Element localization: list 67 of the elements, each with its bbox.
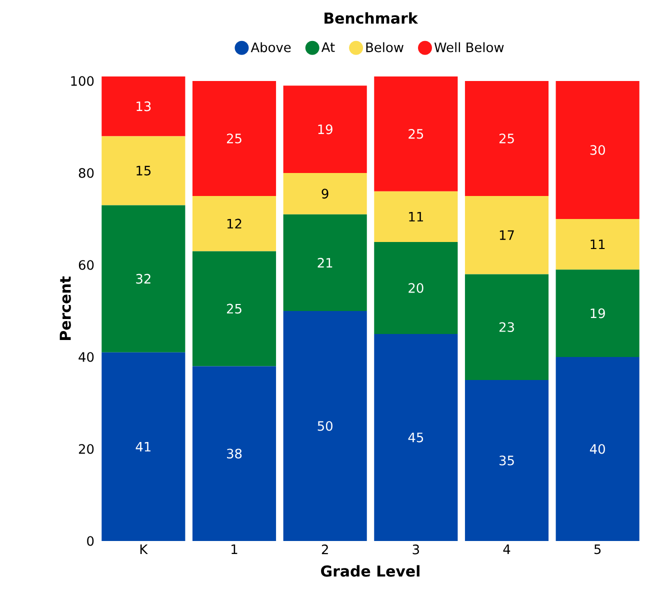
y-tick-label: 60 <box>78 260 94 270</box>
bar <box>464 380 549 541</box>
bar <box>464 196 549 274</box>
bar <box>464 274 549 380</box>
bar <box>283 214 367 311</box>
bar <box>192 366 276 541</box>
data-label: 19 <box>318 124 332 134</box>
bar <box>556 218 640 270</box>
data-label: 13 <box>136 101 151 112</box>
bar <box>283 86 367 173</box>
data-label: 45 <box>408 432 424 442</box>
y-tick-label: 0 <box>87 536 94 546</box>
data-label: 41 <box>136 442 150 452</box>
data-label: 12 <box>227 218 242 228</box>
bar <box>102 352 186 541</box>
data-label: 25 <box>226 304 242 314</box>
bar <box>283 310 367 541</box>
bar <box>192 251 276 366</box>
data-label: 23 <box>499 322 514 332</box>
bar <box>283 172 367 214</box>
legend-label: Below <box>366 42 404 52</box>
data-label: 38 <box>226 448 242 458</box>
bar <box>102 136 186 206</box>
x-axis-title: Grade Level <box>321 565 420 577</box>
legend-label: At <box>321 42 335 52</box>
x-tick-label: 1 <box>232 544 238 554</box>
data-label: 30 <box>590 145 605 155</box>
bar <box>556 80 640 219</box>
bar <box>102 76 186 136</box>
data-label: 40 <box>590 444 605 454</box>
y-axis-title: Percent <box>60 276 71 340</box>
data-label: 32 <box>136 274 150 284</box>
bar <box>374 191 458 242</box>
bar <box>556 357 640 541</box>
data-label: 9 <box>322 188 328 199</box>
data-label: 17 <box>500 230 514 240</box>
data-label: 20 <box>408 283 424 293</box>
y-tick-label: 40 <box>78 352 94 362</box>
data-label: 25 <box>499 134 514 144</box>
data-label: 19 <box>590 308 605 318</box>
data-label: 11 <box>590 240 605 250</box>
bar <box>464 80 549 196</box>
y-tick-label: 20 <box>78 444 94 454</box>
data-label: 15 <box>136 166 151 176</box>
data-label: 11 <box>409 212 423 222</box>
bar <box>192 196 276 252</box>
y-tick-label: 100 <box>71 76 94 86</box>
bar <box>374 242 458 334</box>
legend-label: Well Below <box>434 42 504 52</box>
data-label: 35 <box>500 456 514 466</box>
x-tick-label: K <box>140 544 148 554</box>
bar <box>102 205 186 352</box>
y-tick-label: 80 <box>78 168 94 178</box>
data-label: 50 <box>318 421 332 431</box>
data-label: 25 <box>408 129 424 139</box>
data-label: 25 <box>226 134 242 144</box>
legend-title: Benchmark <box>324 12 418 24</box>
x-tick-label: 4 <box>503 544 510 554</box>
x-tick-label: 5 <box>594 544 601 554</box>
legend-label: Above <box>250 42 291 52</box>
data-label: 21 <box>318 258 332 268</box>
x-tick-label: 2 <box>322 544 328 554</box>
bar <box>374 76 458 192</box>
bar <box>556 270 640 357</box>
bar <box>374 334 458 541</box>
bar <box>192 80 276 196</box>
x-tick-label: 3 <box>412 544 419 554</box>
